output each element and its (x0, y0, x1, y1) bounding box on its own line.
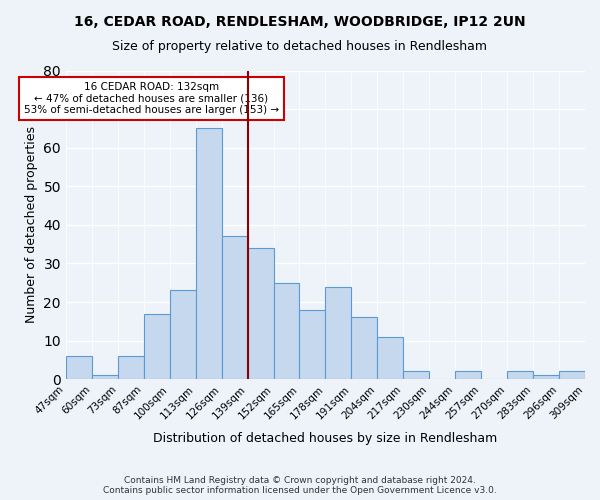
Text: Size of property relative to detached houses in Rendlesham: Size of property relative to detached ho… (113, 40, 487, 53)
Bar (377, 336, 403, 379)
Bar (118, 356, 144, 379)
X-axis label: Distribution of detached houses by size in Rendlesham: Distribution of detached houses by size … (153, 432, 497, 445)
Bar (274, 282, 299, 379)
Bar (455, 372, 481, 379)
Bar (196, 128, 221, 379)
Bar (170, 290, 196, 379)
Bar (507, 372, 533, 379)
Bar (144, 314, 170, 379)
Bar (66, 356, 92, 379)
Bar (92, 376, 118, 379)
Bar (325, 286, 352, 379)
Bar (248, 248, 274, 379)
Text: 16 CEDAR ROAD: 132sqm
← 47% of detached houses are smaller (136)
53% of semi-det: 16 CEDAR ROAD: 132sqm ← 47% of detached … (24, 82, 279, 116)
Bar (559, 372, 585, 379)
Text: Contains HM Land Registry data © Crown copyright and database right 2024.
Contai: Contains HM Land Registry data © Crown c… (103, 476, 497, 495)
Y-axis label: Number of detached properties: Number of detached properties (25, 126, 38, 324)
Bar (299, 310, 325, 379)
Bar (533, 376, 559, 379)
Bar (221, 236, 248, 379)
Text: 16, CEDAR ROAD, RENDLESHAM, WOODBRIDGE, IP12 2UN: 16, CEDAR ROAD, RENDLESHAM, WOODBRIDGE, … (74, 15, 526, 29)
Bar (403, 372, 429, 379)
Bar (352, 318, 377, 379)
